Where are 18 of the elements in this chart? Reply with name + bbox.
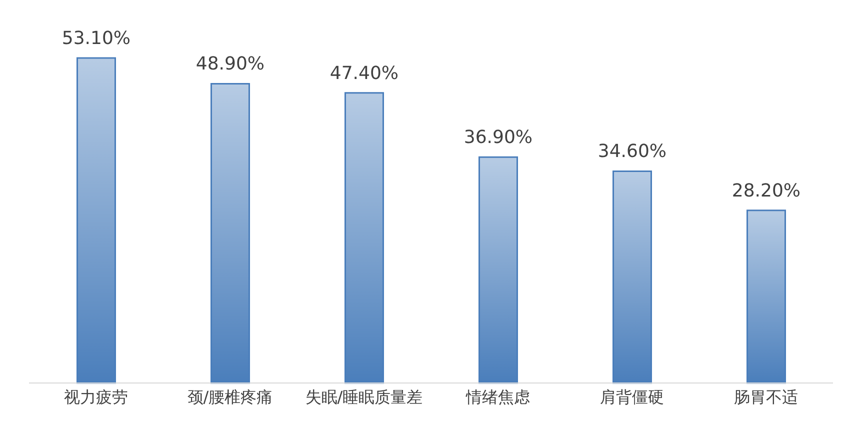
x-tick-label: 颈/腰椎疼痛 xyxy=(187,387,273,406)
bar xyxy=(746,210,786,384)
x-tick-label: 肩背僵硬 xyxy=(600,387,664,406)
bar xyxy=(478,156,518,384)
x-tick-label: 肠胃不适 xyxy=(734,387,798,406)
x-tick-label: 情绪焦虑 xyxy=(465,387,530,406)
data-label: 28.20% xyxy=(732,180,801,202)
data-label: 34.60% xyxy=(598,141,667,162)
bar xyxy=(344,92,384,384)
bar xyxy=(612,170,652,384)
x-tick-label: 视力疲劳 xyxy=(64,387,128,406)
bar xyxy=(210,82,250,384)
data-label: 36.90% xyxy=(464,127,533,148)
data-label: 53.10% xyxy=(62,28,131,49)
x-tick-label: 失眠/睡眠质量差 xyxy=(305,387,423,406)
bar xyxy=(76,57,116,384)
data-label: 48.90% xyxy=(196,54,265,75)
data-label: 47.40% xyxy=(330,62,399,84)
